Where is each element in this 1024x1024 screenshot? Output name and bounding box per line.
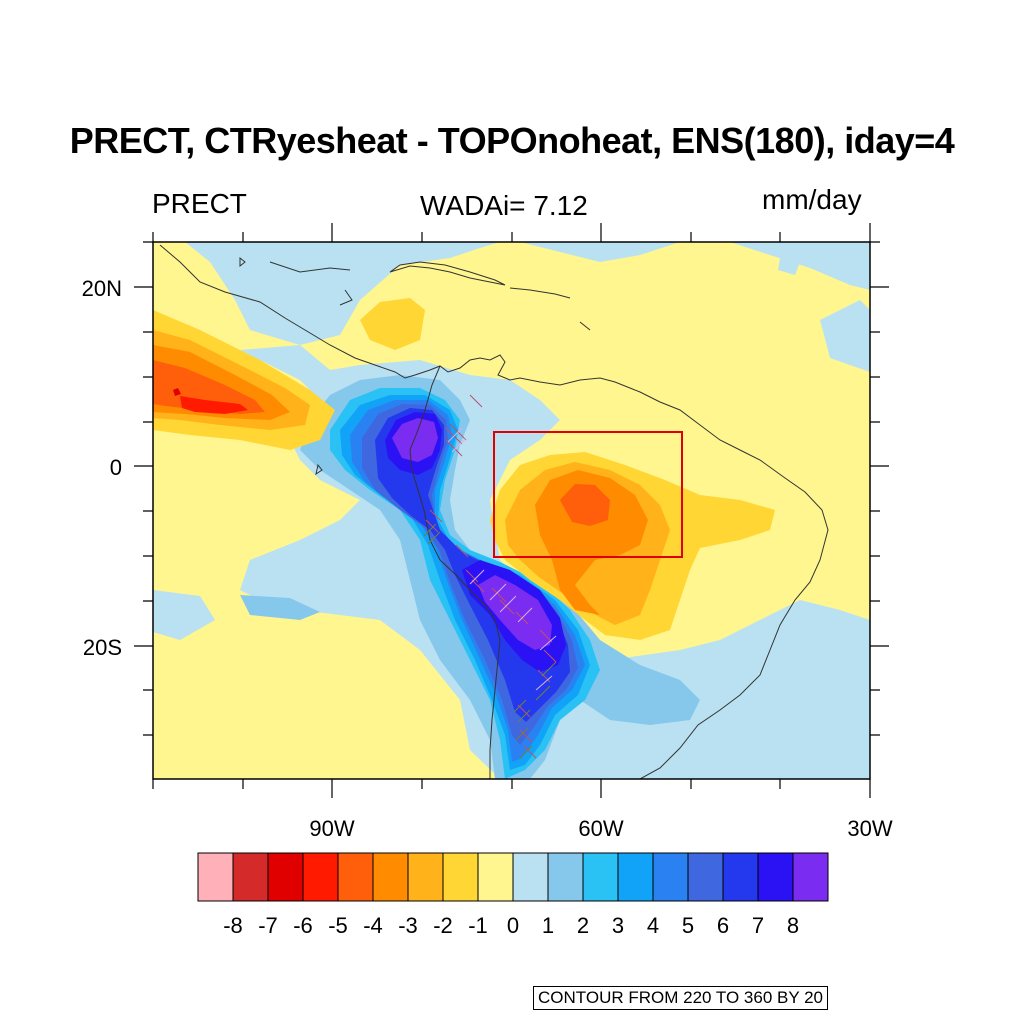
colorbar-tick-label: 1 [541, 913, 555, 938]
negative-anomaly-extreme [173, 388, 181, 396]
index-label: WADAi= 7.12 [420, 190, 588, 221]
colorbar-swatch [232, 852, 269, 902]
colorbar-tick-label: -1 [468, 913, 488, 938]
colorbar-swatch [547, 852, 584, 902]
units-label: mm/day [762, 184, 862, 215]
colorbar-tick-label: -8 [223, 913, 243, 938]
colorbar-swatch [617, 852, 654, 902]
figure-title: PRECT, CTRyesheat - TOPOnoheat, ENS(180)… [69, 120, 955, 161]
precip-anomaly-field [153, 242, 870, 779]
colorbar-swatch [687, 852, 724, 902]
colorbar-swatch [477, 852, 514, 902]
colorbar-swatch [302, 852, 339, 902]
negative-anomaly-severe [180, 396, 248, 414]
colorbar-swatch [337, 852, 374, 902]
contour-info-box: CONTOUR FROM 220 TO 360 BY 20 [533, 986, 829, 1010]
colorbar-tick-label: 7 [751, 913, 765, 938]
lat-label-eq: 0 [109, 455, 122, 480]
colorbar-tick-label: 3 [611, 913, 625, 938]
colorbar-swatch [757, 852, 794, 902]
colorbar-tick-label: -3 [398, 913, 418, 938]
colorbar-tick-label: 0 [506, 913, 520, 938]
colorbar-tick-label: 5 [681, 913, 695, 938]
colorbar-tick-label: 2 [576, 913, 590, 938]
colorbar-swatch [197, 852, 234, 902]
colorbar-tick-label: 6 [716, 913, 730, 938]
colorbar [197, 852, 829, 902]
colorbar-tick-label: -6 [293, 913, 313, 938]
axis-ticks [134, 223, 889, 798]
colorbar-swatch [792, 852, 829, 902]
lon-label-90w: 90W [309, 816, 355, 841]
colorbar-tick-label: -4 [363, 913, 383, 938]
colorbar-swatch [652, 852, 689, 902]
colorbar-tick-label: -7 [258, 913, 278, 938]
colorbar-tick-label: 4 [646, 913, 660, 938]
colorbar-tick-label: -5 [328, 913, 348, 938]
lat-label-20n: 20N [81, 276, 122, 301]
colorbar-swatch [267, 852, 304, 902]
lat-label-20s: 20S [82, 635, 122, 660]
colorbar-swatch [512, 852, 549, 902]
colorbar-tick-label: 8 [786, 913, 800, 938]
colorbar-swatch [722, 852, 759, 902]
analysis-region-box [493, 431, 683, 558]
lon-label-30w: 30W [847, 816, 893, 841]
lon-label-60w: 60W [578, 816, 624, 841]
colorbar-swatch [372, 852, 409, 902]
significance-hatching [423, 394, 557, 759]
coastlines [159, 244, 829, 779]
colorbar-tick-label: -2 [433, 913, 453, 938]
variable-label: PRECT [152, 188, 247, 219]
colorbar-swatch [407, 852, 444, 902]
colorbar-swatch [582, 852, 619, 902]
colorbar-swatch [442, 852, 479, 902]
